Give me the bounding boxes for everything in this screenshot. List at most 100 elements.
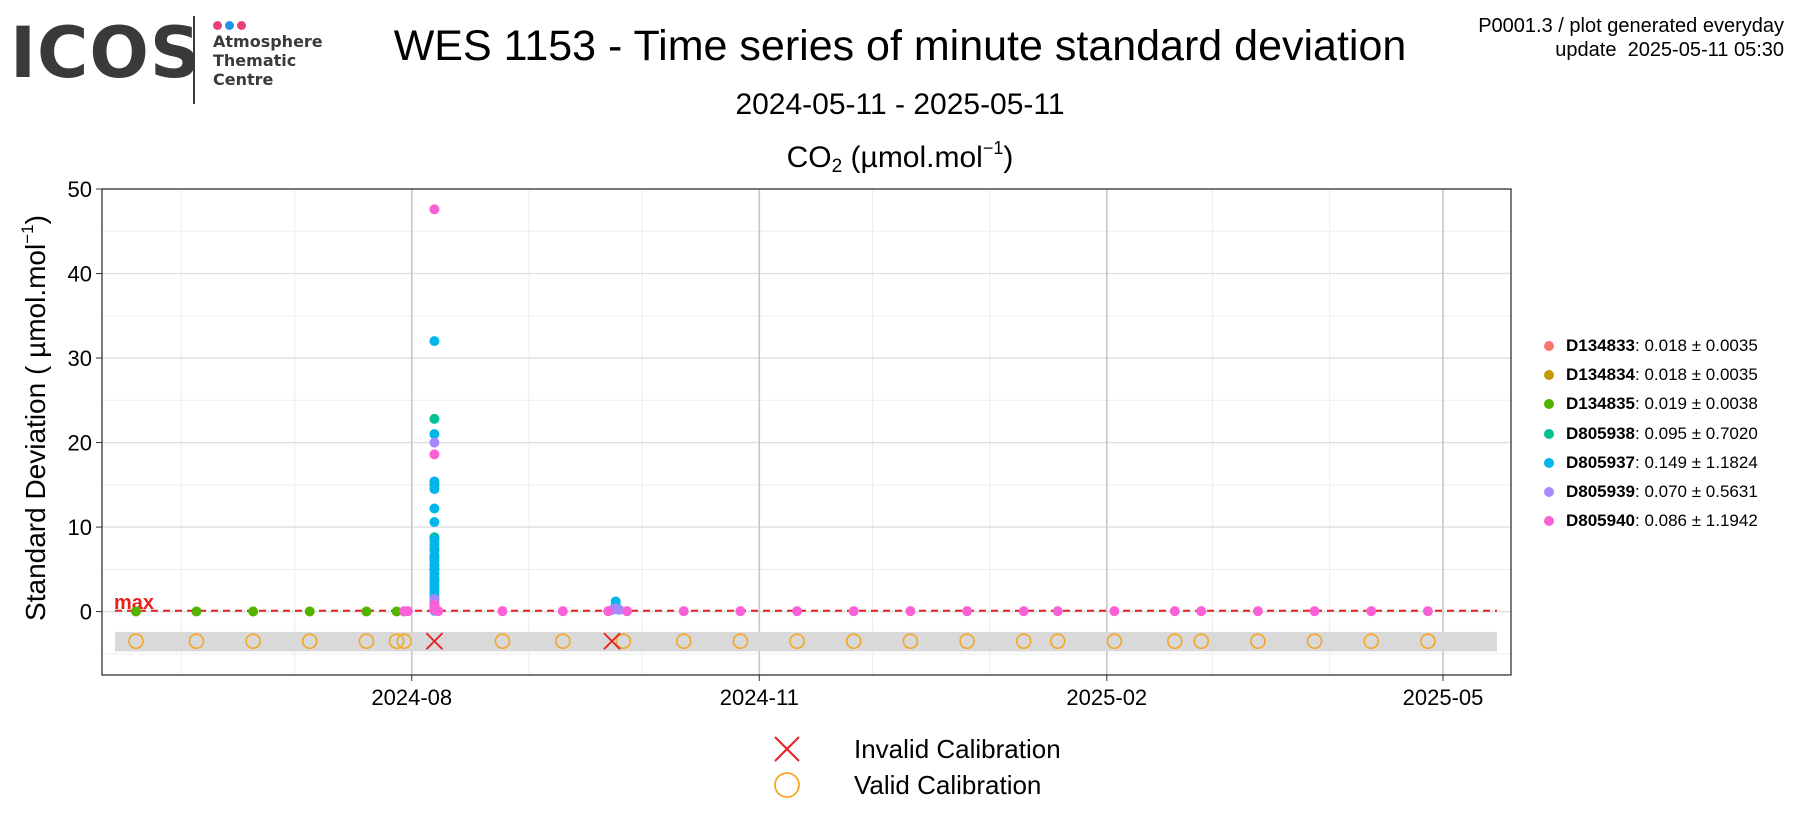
data-point-d805940 xyxy=(792,606,803,617)
logo-text: Atmosphere Thematic Centre xyxy=(213,32,323,89)
valid-calibration-marker xyxy=(388,633,405,649)
data-point-d805937 xyxy=(429,429,440,440)
y-axis-label: Standard Deviation ( µmol.mol−1) xyxy=(18,215,52,621)
data-point-d805940 xyxy=(962,606,973,617)
data-point-d805940 xyxy=(1196,606,1207,617)
data-point-d805940 xyxy=(603,606,614,617)
y-tick-label: 20 xyxy=(68,431,92,456)
logo-line-thematic: Thematic xyxy=(213,51,297,70)
valid-calibration-marker xyxy=(1250,633,1266,649)
chart-title-unit-exponent: −1 xyxy=(982,138,1004,158)
data-point-d805940 xyxy=(1366,606,1377,617)
invalid-calibration-marker xyxy=(425,632,444,650)
data-point-d805940 xyxy=(678,606,689,617)
legend-item-d134833: D134833: 0.018 ± 0.0035 xyxy=(1540,331,1758,360)
data-point-d805940 xyxy=(1109,606,1120,617)
valid-calibration-marker xyxy=(245,633,261,649)
data-point-d134835 xyxy=(391,606,402,617)
legend-series-stats: : 0.095 ± 0.7020 xyxy=(1635,423,1758,443)
max-threshold-label: max xyxy=(114,592,154,614)
date-range-subtitle: 2024-05-11 - 2025-05-11 xyxy=(735,88,1065,121)
chart-title-subscript: 2 xyxy=(831,156,843,177)
legend-item-d805937: D805937: 0.149 ± 1.1824 xyxy=(1540,448,1758,477)
chart-title-unit-suffix: ) xyxy=(1003,141,1014,174)
note-line-1: P0001.3 / plot generated everyday xyxy=(1478,15,1784,37)
data-point-d805940 xyxy=(497,606,508,617)
legend-series-stats: : 0.018 ± 0.0035 xyxy=(1635,335,1758,355)
data-point-d134835 xyxy=(304,606,315,617)
valid-calibration-marker xyxy=(494,633,511,649)
y-axis-label-exponent: −1 xyxy=(18,224,37,244)
legend-series-name: D805938 xyxy=(1566,423,1636,443)
valid-calibration-marker xyxy=(1193,633,1210,649)
legend-series-name: D134833 xyxy=(1566,335,1636,355)
data-point-d805940 xyxy=(905,606,916,617)
data-point-d805939 xyxy=(614,604,625,615)
data-point-d805940 xyxy=(848,606,859,617)
legend-series-name: D805940 xyxy=(1566,511,1636,531)
valid-calibration-marker xyxy=(675,633,692,649)
valid-calibration-marker xyxy=(902,633,919,649)
legend-dot xyxy=(1544,428,1554,439)
valid-calibration-marker xyxy=(301,633,318,649)
legend-item-d805938: D805938: 0.095 ± 0.7020 xyxy=(1540,419,1758,448)
legend-item-d805940: D805940: 0.086 ± 1.1942 xyxy=(1540,507,1758,536)
page-title: WES 1153 - Time series of minute standar… xyxy=(393,22,1407,70)
data-point-d805940 xyxy=(1169,606,1180,617)
calibration-legend: Invalid Calibration Valid Calibration xyxy=(770,731,1061,803)
legend-item-valid-calibration: Valid Calibration xyxy=(770,767,1061,803)
invalid-calibration-label: Invalid Calibration xyxy=(854,733,1061,764)
data-point-d805940 xyxy=(1018,606,1029,617)
chart-title-unit-prefix: (µmol.mol xyxy=(842,141,983,174)
logo-dot-pink xyxy=(213,21,222,30)
y-tick-label: 30 xyxy=(68,346,92,371)
data-point-d134835 xyxy=(130,606,141,617)
valid-calibration-marker xyxy=(188,633,205,649)
generation-note: P0001.3 / plot generated everyday update… xyxy=(1478,14,1784,62)
logo-dots xyxy=(213,17,249,30)
data-point-d805940 xyxy=(557,606,568,617)
logo-dot-pink-2 xyxy=(237,21,246,30)
valid-calibration-marker xyxy=(396,633,412,649)
data-point-d805937 xyxy=(429,336,440,347)
valid-calibration-marker xyxy=(845,633,862,649)
y-axis-label-suffix: ) xyxy=(20,215,51,225)
data-point-d805939 xyxy=(429,437,440,448)
valid-calibration-marker xyxy=(555,633,571,649)
valid-calibration-marker xyxy=(1306,633,1323,649)
legend-item-d134835: D134835: 0.019 ± 0.0038 xyxy=(1540,390,1758,419)
x-tick-label: 2025-05 xyxy=(1403,685,1484,710)
data-point-d805937 xyxy=(429,503,440,514)
logo-line-atmosphere: Atmosphere xyxy=(213,32,323,51)
data-point-d134835 xyxy=(248,606,259,617)
valid-calibration-marker xyxy=(789,633,805,649)
y-axis-label-text: Standard Deviation ( µmol.mol xyxy=(20,243,51,621)
x-tick-label: 2024-11 xyxy=(720,685,799,710)
valid-calibration-circle-icon xyxy=(774,772,800,798)
data-point-d805940 xyxy=(1252,606,1263,617)
valid-calibration-marker xyxy=(358,633,375,649)
legend-item-d134834: D134834: 0.018 ± 0.0035 xyxy=(1540,360,1758,389)
data-point-d805940 xyxy=(433,606,444,617)
legend-dot xyxy=(1544,340,1554,351)
legend-dot xyxy=(1544,457,1554,468)
legend-series-name: D134834 xyxy=(1566,364,1636,384)
data-point-d134835 xyxy=(191,606,202,617)
legend-series-name: D805939 xyxy=(1566,482,1636,502)
legend-series-stats: : 0.086 ± 1.1942 xyxy=(1635,511,1758,531)
valid-calibration-marker xyxy=(959,633,975,649)
legend-item-invalid-calibration: Invalid Calibration xyxy=(770,731,1061,767)
valid-calibration-marker xyxy=(615,633,632,649)
logo-wordmark: ICOS xyxy=(10,12,202,94)
logo-line-centre: Centre xyxy=(213,70,274,89)
data-point-d805937 xyxy=(429,484,440,495)
y-tick-label: 50 xyxy=(68,177,92,202)
legend-series-name: D805937 xyxy=(1566,452,1636,472)
legend-series-stats: : 0.070 ± 0.5631 xyxy=(1635,482,1758,502)
plot-border xyxy=(101,188,1512,676)
x-tick-label: 2025-02 xyxy=(1066,685,1147,710)
valid-calibration-marker xyxy=(1106,633,1123,649)
data-point-d805937 xyxy=(429,476,440,487)
legend-dot xyxy=(1544,369,1554,380)
